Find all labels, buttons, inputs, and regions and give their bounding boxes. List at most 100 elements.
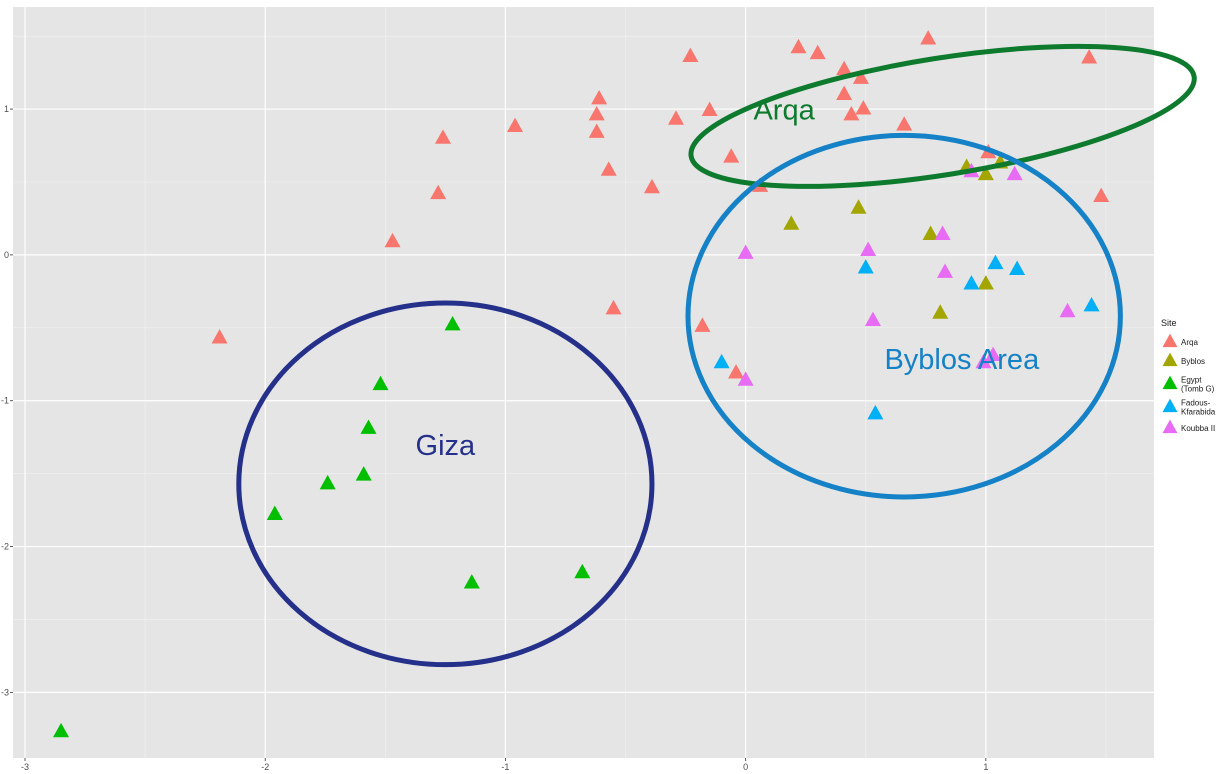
data-point xyxy=(372,375,389,391)
data-point xyxy=(667,110,684,125)
data-point xyxy=(857,259,874,274)
legend-key xyxy=(1162,398,1178,413)
data-point xyxy=(850,199,867,214)
series-fadous-kfarabida xyxy=(713,254,1100,420)
data-point xyxy=(694,317,711,332)
plot-panel xyxy=(13,7,1154,758)
data-point xyxy=(1009,260,1026,275)
legend-label: (Tomb G) xyxy=(1181,385,1215,394)
legend-key xyxy=(1162,333,1178,348)
data-point xyxy=(1006,165,1023,181)
data-point xyxy=(783,215,800,230)
data-point xyxy=(53,722,70,738)
y-tick-label: -3 xyxy=(1,687,9,697)
data-point xyxy=(319,474,336,490)
data-point xyxy=(444,315,461,331)
data-point xyxy=(934,225,951,240)
data-point xyxy=(463,574,480,589)
data-point xyxy=(790,38,807,54)
data-point xyxy=(723,148,740,163)
data-point xyxy=(963,275,980,290)
annotation-label-giza: Giza xyxy=(416,430,477,462)
data-point xyxy=(701,101,718,117)
data-point xyxy=(713,353,730,369)
annotation-ellipse-arqa xyxy=(688,43,1197,189)
data-point xyxy=(434,129,451,144)
series-arqa xyxy=(211,30,1110,379)
annotation-ellipses: Arqa Byblos Area Giza xyxy=(236,43,1197,668)
data-point xyxy=(737,371,754,386)
data-point xyxy=(937,263,954,278)
y-tick-label: -2 xyxy=(1,542,9,552)
legend-key xyxy=(1162,352,1178,367)
legend-title: Site xyxy=(1161,318,1177,328)
legend-item: Koubba II xyxy=(1162,419,1215,434)
data-point xyxy=(864,311,881,326)
data-point xyxy=(266,505,283,520)
x-tick-label: -3 xyxy=(21,762,29,772)
data-point xyxy=(809,44,826,60)
legend-item: Egypt(Tomb G) xyxy=(1162,375,1215,394)
data-point xyxy=(920,30,937,45)
annotation-ellipse-giza xyxy=(236,300,655,668)
data-point xyxy=(932,304,949,319)
legend-item: Arqa xyxy=(1162,333,1198,348)
data-point xyxy=(1093,187,1110,203)
data-point xyxy=(591,89,608,105)
legend: Site Arqa Byblos Egypt(Tomb G) Fadous-Kfarab… xyxy=(1161,318,1216,434)
legend-label: Arqa xyxy=(1181,338,1198,347)
data-point xyxy=(1081,49,1098,64)
data-point xyxy=(682,47,699,63)
data-point xyxy=(360,419,377,434)
data-point xyxy=(430,184,447,200)
annotation-label-arqa: Arqa xyxy=(753,95,815,127)
data-point xyxy=(975,353,992,369)
data-point xyxy=(1083,297,1100,312)
legend-key xyxy=(1162,419,1178,434)
data-point xyxy=(588,105,605,121)
data-point xyxy=(574,563,591,579)
data-point xyxy=(737,244,754,259)
y-axis-ticks: -3 -2 -1 0 1 xyxy=(1,104,13,697)
x-tick-label: 1 xyxy=(983,762,988,772)
annotation-label-byblos-area: Byblos Area xyxy=(884,344,1040,376)
legend-label: Byblos xyxy=(1181,357,1205,366)
data-point xyxy=(728,364,745,379)
data-point xyxy=(600,161,617,176)
data-points xyxy=(53,30,1110,738)
y-tick-label: 1 xyxy=(4,104,9,114)
data-point xyxy=(211,329,228,344)
y-tick-label: -1 xyxy=(1,396,9,406)
legend-label: Koubba II xyxy=(1181,424,1215,433)
data-point xyxy=(384,232,401,248)
x-tick-label: -2 xyxy=(261,762,269,772)
data-point xyxy=(867,404,884,420)
data-point xyxy=(855,100,872,115)
data-point xyxy=(977,275,994,290)
data-point xyxy=(852,69,869,84)
annotation-ellipse-byblos-area xyxy=(685,132,1123,500)
legend-key xyxy=(1162,375,1178,390)
data-point xyxy=(860,241,877,257)
data-point xyxy=(987,254,1004,270)
data-point xyxy=(922,225,939,240)
x-tick-label: 0 xyxy=(743,762,748,772)
data-point xyxy=(896,116,913,131)
data-point xyxy=(843,105,860,121)
legend-label: Kfarabida xyxy=(1181,408,1216,417)
data-point xyxy=(836,85,853,100)
data-point xyxy=(588,123,605,138)
series-egypt-tomb-g- xyxy=(53,315,591,738)
data-point xyxy=(977,165,994,181)
legend-label: Egypt xyxy=(1181,376,1202,385)
legend-item: Fadous-Kfarabida xyxy=(1162,398,1216,417)
legend-label: Fadous- xyxy=(1181,399,1211,408)
data-point xyxy=(836,60,853,76)
x-tick-label: -1 xyxy=(501,762,509,772)
y-tick-label: 0 xyxy=(4,250,9,260)
data-point xyxy=(1059,302,1076,318)
legend-item: Byblos xyxy=(1162,352,1205,367)
data-point xyxy=(355,466,372,481)
data-point xyxy=(985,346,1002,361)
